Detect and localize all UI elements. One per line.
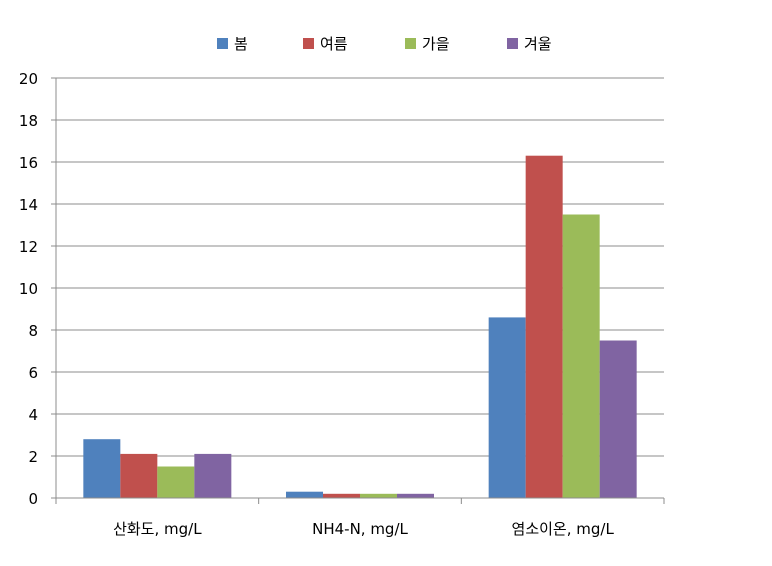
legend-label: 여름: [320, 35, 348, 53]
y-tick-label: 10: [19, 280, 38, 298]
x-category-label: 산화도, mg/L: [113, 520, 202, 538]
legend-swatch: [303, 38, 314, 49]
y-tick-label: 14: [19, 196, 38, 214]
legend-swatch: [507, 38, 518, 49]
bar: [83, 439, 121, 498]
bar: [525, 155, 563, 498]
y-tick-label: 6: [28, 364, 38, 382]
y-tick-label: 0: [28, 490, 38, 508]
axes: [51, 77, 665, 504]
y-tick-label: 16: [19, 154, 38, 172]
y-tick-label: 2: [28, 448, 38, 466]
x-category-label: 염소이온, mg/L: [512, 520, 615, 538]
x-category-label: NH4-N, mg/L: [312, 520, 408, 538]
y-tick-label: 18: [19, 112, 38, 130]
bar: [360, 493, 397, 498]
bar: [488, 317, 526, 498]
x-category-labels: 산화도, mg/L NH4-N, mg/L 염소이온, mg/L: [113, 520, 614, 538]
legend: 봄 여름 가을 겨울: [217, 35, 552, 53]
bar: [562, 214, 600, 498]
gridlines: [56, 77, 664, 457]
legend-label: 가을: [422, 35, 450, 53]
bar: [397, 493, 434, 498]
y-tick-label: 8: [28, 322, 38, 340]
bar: [157, 466, 195, 498]
bars: [83, 155, 637, 498]
y-tick-label: 12: [19, 238, 38, 256]
legend-label: 겨울: [524, 35, 552, 53]
bar: [323, 493, 360, 498]
bar: [286, 491, 323, 498]
y-tick-labels: 0 2 4 6 8 10 12 14 16 18 20: [19, 70, 38, 508]
legend-swatch: [405, 38, 416, 49]
legend-label: 봄: [234, 35, 248, 53]
y-tick-label: 20: [19, 70, 38, 88]
bar: [120, 453, 158, 498]
legend-swatch: [217, 38, 228, 49]
y-tick-label: 4: [28, 406, 38, 424]
bar: [194, 453, 232, 498]
bar: [599, 340, 637, 498]
